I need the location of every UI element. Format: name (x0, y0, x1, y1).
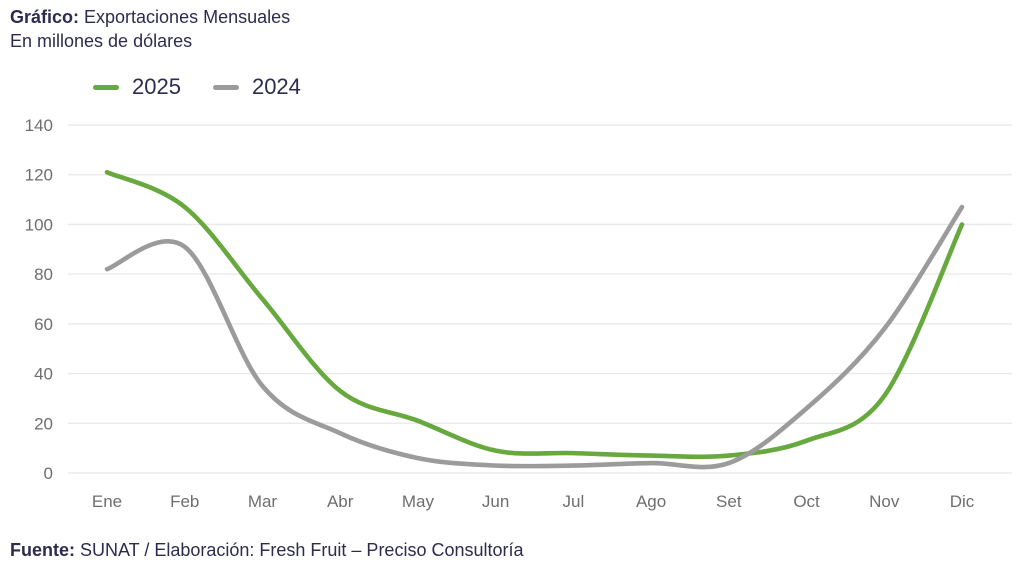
chart-title-text: Exportaciones Mensuales (84, 7, 291, 27)
y-tick-label-20: 20 (34, 414, 53, 433)
source-label: Fuente: (10, 540, 75, 560)
series-line-2024 (104, 204, 965, 470)
y-tick-label-40: 40 (34, 365, 53, 384)
chart-legend: 2025 2024 (93, 74, 301, 100)
legend-item-2025: 2025 (93, 74, 181, 100)
chart-title-prefix: Gráfico: (10, 7, 80, 27)
y-tick-label-60: 60 (34, 315, 53, 334)
x-tick-label-ene: Ene (92, 492, 122, 511)
legend-line-swatch-2024 (212, 84, 239, 90)
x-tick-label-ago: Ago (636, 492, 666, 511)
legend-label-2024: 2024 (251, 74, 301, 99)
x-tick-label-jul: Jul (562, 492, 584, 511)
chart-title-block: Gráfico: Exportaciones Mensuales En millo… (10, 5, 290, 54)
y-tick-label-120: 120 (25, 166, 53, 185)
series-line-2025 (104, 169, 965, 460)
chart-subtitle: En millones de dólares (10, 31, 193, 52)
legend-item-2024: 2024 (212, 74, 301, 100)
y-tick-label-0: 0 (44, 464, 53, 483)
y-tick-label-140: 140 (25, 116, 53, 135)
x-tick-label-nov: Nov (869, 492, 900, 511)
x-tick-label-oct: Oct (793, 492, 820, 511)
x-tick-label-jun: Jun (482, 492, 509, 511)
y-tick-label-100: 100 (25, 215, 53, 234)
chart-title: Gráfico: Exportaciones Mensuales (10, 5, 290, 29)
legend-line-swatch-2025 (93, 84, 119, 90)
source-note: Fuente: SUNAT / Elaboración: Fresh Fruit … (10, 540, 524, 561)
x-tick-label-feb: Feb (170, 492, 199, 511)
legend-label-2025: 2025 (132, 74, 181, 99)
y-tick-label-80: 80 (34, 265, 53, 284)
source-text: SUNAT / Elaboración: Fresh Fruit – Preci… (80, 540, 524, 560)
x-tick-label-mar: Mar (248, 492, 278, 511)
x-tick-label-set: Set (716, 492, 742, 511)
x-tick-label-abr: Abr (327, 492, 354, 511)
x-tick-label-dic: Dic (950, 492, 975, 511)
x-tick-label-may: May (402, 492, 435, 511)
